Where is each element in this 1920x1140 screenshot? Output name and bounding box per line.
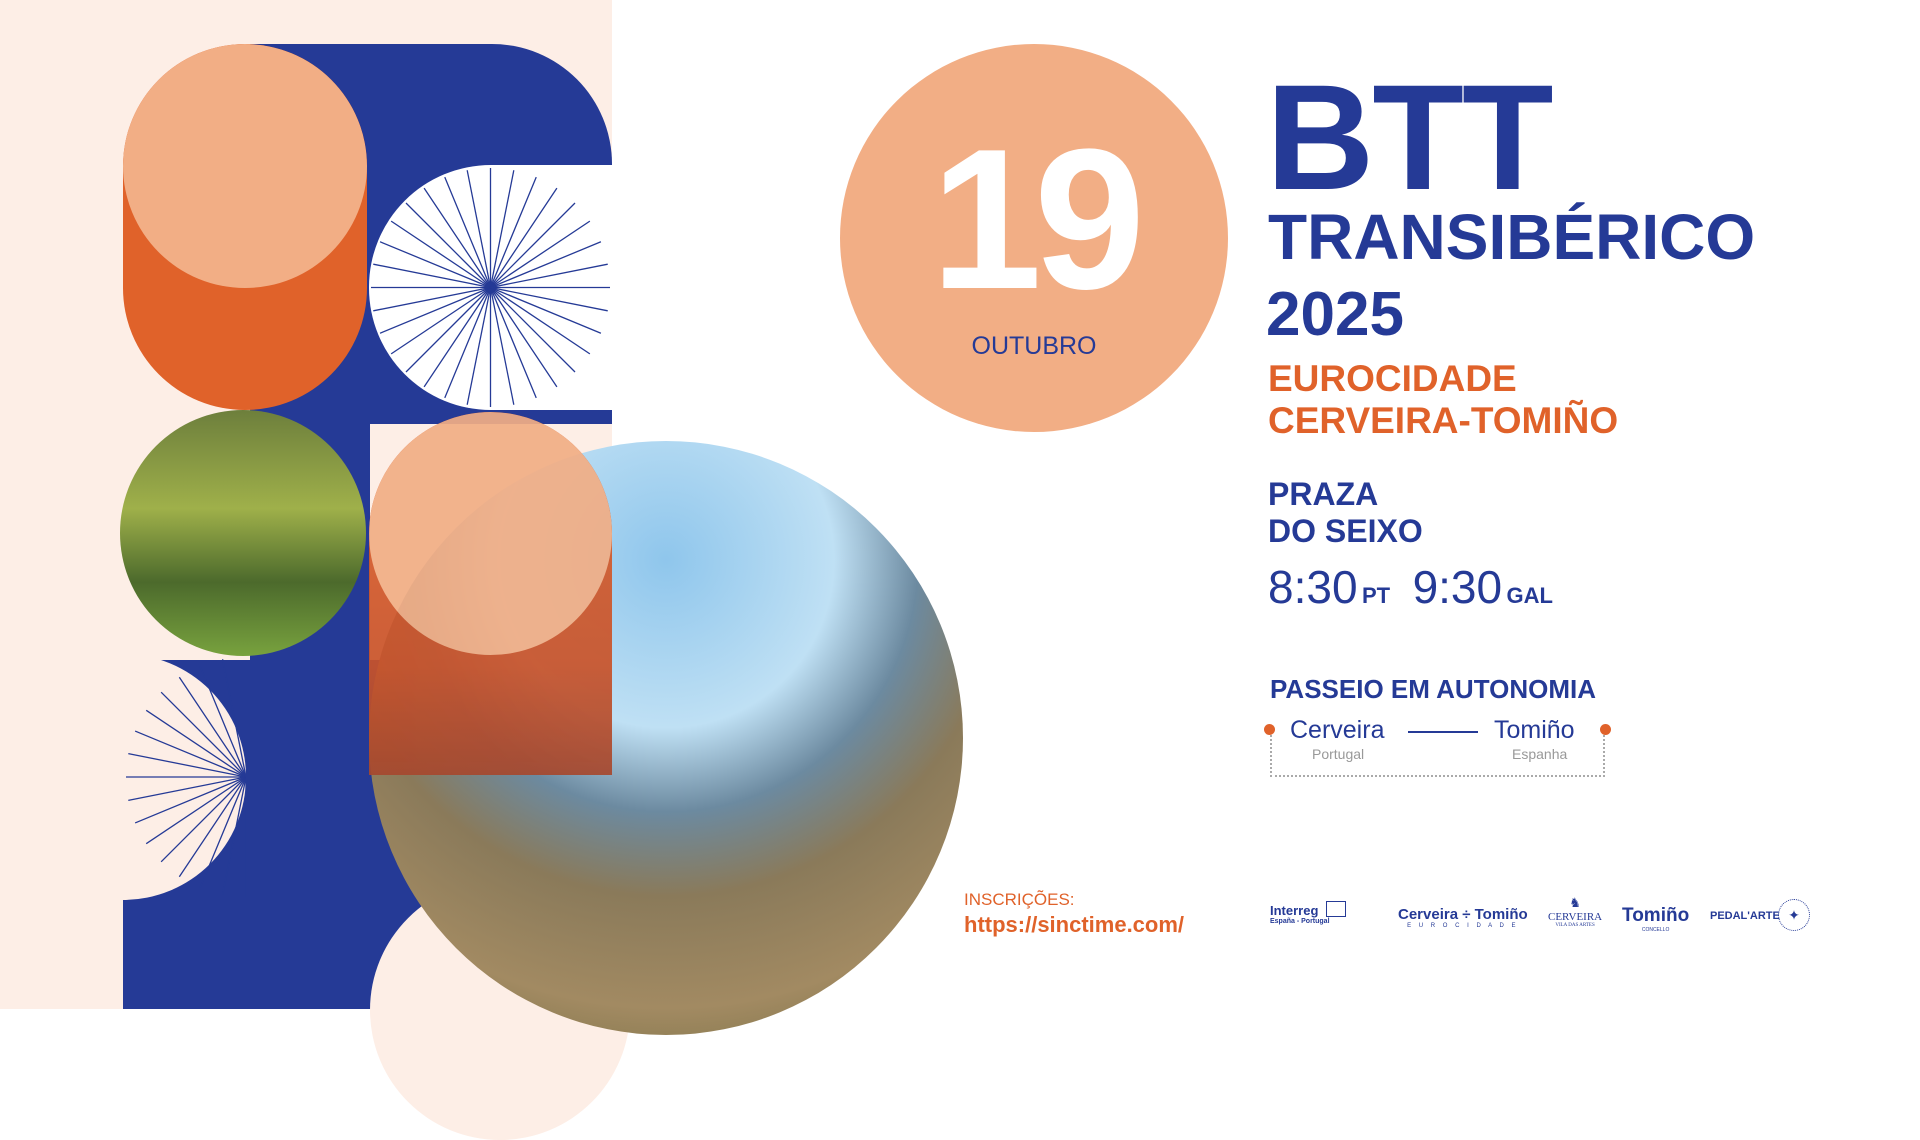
route-line	[1408, 731, 1478, 733]
starburst-ray	[145, 776, 246, 845]
date-day: 19	[930, 108, 1145, 331]
starburst-ray	[199, 665, 246, 778]
registration-link[interactable]: https://sinctime.com/	[964, 912, 1185, 937]
logo-pedalarte: PEDAL'ARTE	[1710, 910, 1780, 922]
route-dot-end	[1600, 724, 1611, 735]
starburst-ray	[490, 241, 602, 289]
starburst-ray	[490, 263, 608, 289]
orange-pill-top	[123, 44, 367, 410]
starburst-ray	[490, 220, 591, 289]
time-gal: 9:30	[1412, 561, 1503, 613]
starburst-ray	[160, 691, 246, 778]
route-box	[1270, 731, 1605, 777]
route-dot-start	[1264, 724, 1275, 735]
zone-pt: PT	[1361, 583, 1391, 608]
date-circle	[840, 44, 1228, 432]
deer-icon: ♞	[1569, 895, 1581, 910]
starburst-ray	[134, 776, 246, 824]
starburst-ray	[423, 187, 492, 288]
title-btt: BTT	[1266, 53, 1554, 221]
route-to: Tomiño	[1494, 716, 1575, 744]
subtitle-cerveira-tomino: CERVEIRA-TOMIÑO	[1268, 400, 1619, 441]
starburst-ray	[128, 776, 246, 802]
starburst-ray	[490, 286, 602, 334]
route-from-country: Portugal	[1312, 746, 1365, 762]
starburst-ray	[221, 776, 246, 895]
date-month: OUTUBRO	[971, 332, 1097, 360]
route-title: PASSEIO EM AUTONOMIA	[1270, 674, 1596, 704]
hummingbird-logo-icon: ✦	[1778, 899, 1810, 931]
starburst-ray	[221, 659, 246, 778]
cyclists-photo	[120, 410, 366, 656]
starburst-ray	[490, 202, 576, 288]
starburst-ray	[466, 287, 492, 405]
starburst-ray	[423, 287, 492, 388]
route-to-country: Espanha	[1512, 746, 1568, 762]
starburst-ray	[390, 286, 491, 355]
subtitle-eurocidade: EUROCIDADE	[1268, 358, 1517, 399]
starburst-ray	[128, 752, 246, 778]
starburst-ray	[444, 176, 492, 288]
logo-eurocidade: Cerveira ÷ Tomiño E U R O C I D A D E	[1398, 906, 1528, 929]
venue-line2: DO SEIXO	[1268, 513, 1423, 549]
starburst-ray	[134, 730, 246, 778]
starburst-icon	[126, 659, 246, 897]
starburst-icon	[370, 167, 611, 408]
starburst-ray	[390, 220, 491, 289]
starburst-ray	[489, 170, 515, 288]
logo-cerveira: ♞ CERVEIRA VILA DAS ARTES	[1548, 895, 1603, 928]
starburst-ray	[145, 709, 246, 778]
starburst-ray	[373, 263, 491, 289]
starburst-ray	[489, 287, 537, 399]
starburst-ray	[373, 286, 491, 312]
starburst-ray	[490, 286, 591, 355]
registration-label: INSCRIÇÕES:	[964, 890, 1075, 909]
starburst-ray	[379, 241, 491, 289]
starburst-ray	[405, 287, 491, 373]
starburst-ray	[178, 676, 246, 778]
starburst-ray	[489, 287, 515, 405]
orange-pill-middle	[369, 412, 612, 775]
zone-gal: GAL	[1506, 583, 1553, 608]
starburst-ray	[489, 187, 558, 288]
starburst-ray	[490, 286, 608, 312]
starburst-ray	[490, 287, 576, 373]
starburst-ray	[199, 776, 246, 889]
title-year: 2025	[1266, 280, 1404, 349]
time-pt: 8:30	[1268, 561, 1358, 613]
logo-interreg: Interreg España - Portugal	[1270, 903, 1330, 925]
starburst-ray	[466, 170, 492, 288]
start-times: 8:30 PT 9:30 GAL	[1268, 560, 1553, 614]
starburst-ray	[489, 287, 558, 388]
starburst-ray	[379, 286, 491, 334]
title-transiberico: TRANSIBÉRICO	[1268, 201, 1756, 273]
logo-tomino: Tomiño CONCELLO	[1622, 905, 1690, 933]
starburst-ray	[178, 776, 246, 878]
eu-flag-icon	[1326, 901, 1346, 917]
starburst-ray	[489, 176, 537, 288]
venue-line1: PRAZA	[1268, 476, 1379, 512]
starburst-ray	[160, 776, 246, 863]
starburst-ray	[444, 287, 492, 399]
starburst-ray	[405, 202, 491, 288]
route-from: Cerveira	[1290, 716, 1385, 744]
